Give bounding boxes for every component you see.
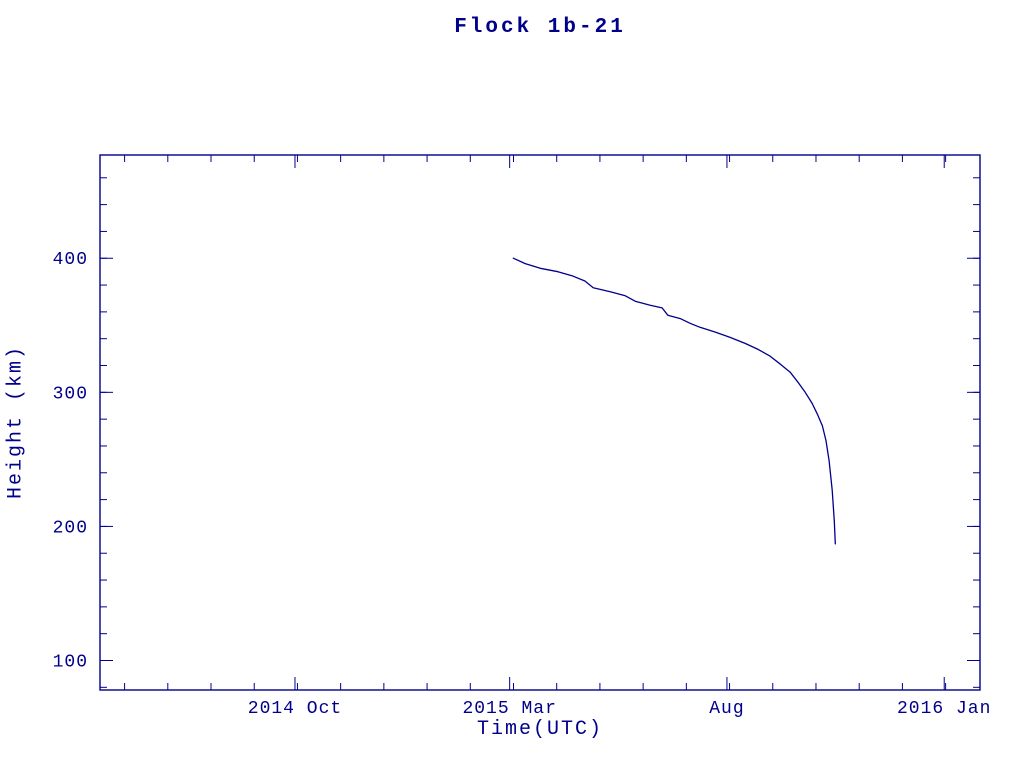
y-tick-label: 300 [53,384,88,404]
x-tick-label: 2014 Oct [248,699,342,719]
x-axis-label: Time(UTC) [476,718,604,741]
decay-curve [512,257,836,545]
y-tick-label: 100 [53,653,88,673]
plot-frame [99,154,981,691]
y-tick-label: 200 [53,518,88,538]
x-tick-label: 2015 Mar [462,699,556,719]
y-tick-label: 400 [53,250,88,270]
x-tick-label: 2016 Jan [897,699,991,719]
chart-title: Flock 1b-21 [454,16,626,39]
x-tick-label: Aug [709,699,744,719]
y-axis-label: Height (km) [4,344,28,500]
